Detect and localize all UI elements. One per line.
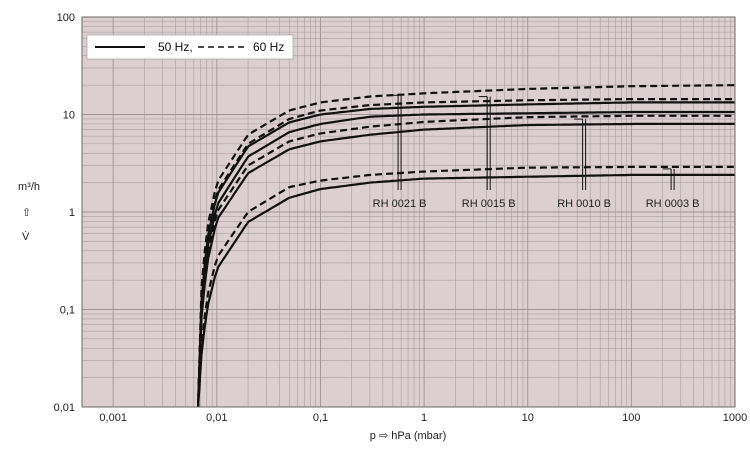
x-tick-label: 0,1 [313,412,328,424]
series-line [197,101,735,408]
x-tick-label: 1000 [723,412,747,424]
series-line [197,98,735,408]
annotation-label: RH 0015 B [462,198,516,210]
x-tick-label: 0,001 [99,412,127,424]
series-curves [197,84,736,408]
series-line [197,122,735,408]
y-axis-unit: m³/h [18,181,40,193]
y-axis-label: m³/h ⇧ V̇ [18,181,40,243]
x-tick-label: 100 [622,412,640,424]
legend-solid-label: 50 Hz, [158,40,193,54]
annotation-label: RH 0003 B [646,198,700,210]
x-axis-label: p ⇨ hPa (mbar) [370,430,446,442]
series-line [197,114,735,408]
x-tick-label: 10 [522,412,534,424]
series-line [197,173,735,408]
x-tick-labels: 0,001 0,01 0,1 1 10 100 1000 [99,412,747,424]
y-axis-arrow: ⇧ [22,207,31,219]
y-tick-label: 0,01 [54,402,75,414]
legend-dashed-label: 60 Hz [253,40,284,54]
series-line [197,110,735,408]
y-tick-label: 1 [69,207,75,219]
x-tick-label: 1 [421,412,427,424]
series-line [197,84,736,408]
model-annotations: RH 0021 B RH 0015 B RH 0010 B RH 0003 B [373,94,700,210]
y-tick-labels: 0,01 0,1 1 10 100 [54,12,75,414]
y-tick-label: 100 [57,12,75,24]
y-tick-label: 0,1 [60,305,75,317]
x-tick-label: 0,01 [206,412,227,424]
y-axis-symbol: V̇ [22,230,30,243]
y-tick-label: 10 [63,110,75,122]
annotation-label: RH 0021 B [373,198,427,210]
plot-frame [81,16,736,408]
annotation-label: RH 0010 B [557,198,611,210]
series-line [197,165,735,408]
legend: 50 Hz, 60 Hz [86,34,294,60]
